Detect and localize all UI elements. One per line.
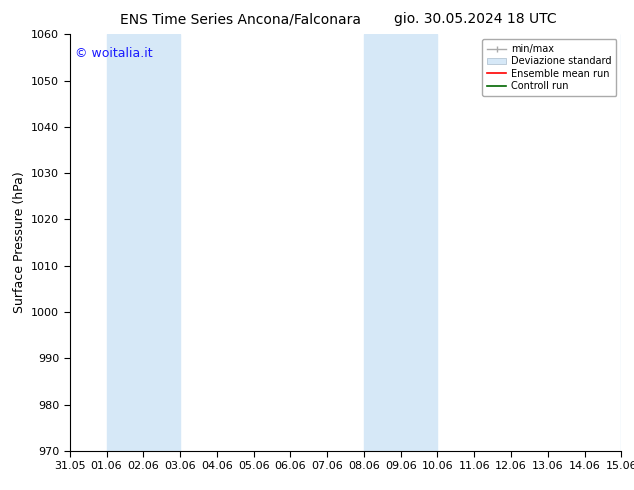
Legend: min/max, Deviazione standard, Ensemble mean run, Controll run: min/max, Deviazione standard, Ensemble m… xyxy=(482,39,616,96)
Bar xyxy=(364,34,437,451)
Text: © woitalia.it: © woitalia.it xyxy=(75,47,153,60)
Y-axis label: Surface Pressure (hPa): Surface Pressure (hPa) xyxy=(13,172,25,314)
Bar xyxy=(107,34,180,451)
Text: gio. 30.05.2024 18 UTC: gio. 30.05.2024 18 UTC xyxy=(394,12,557,26)
Bar xyxy=(621,34,634,451)
Text: ENS Time Series Ancona/Falconara: ENS Time Series Ancona/Falconara xyxy=(120,12,361,26)
